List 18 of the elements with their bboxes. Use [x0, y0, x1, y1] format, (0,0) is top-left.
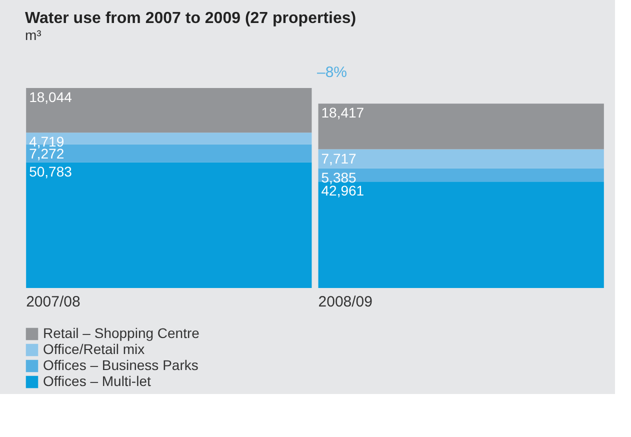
legend-label: Offices – Business Parks: [43, 357, 198, 373]
bar: [318, 104, 604, 150]
data-label: 7,717: [321, 150, 357, 166]
data-label: 18,044: [29, 89, 72, 105]
chart-title: Water use from 2007 to 2009 (27 properties): [25, 10, 356, 27]
bar: [318, 149, 604, 168]
bar: [26, 88, 312, 133]
x-tick-label: 2007/08: [26, 294, 80, 310]
legend-label: Office/Retail mix: [43, 341, 145, 357]
data-label: 18,417: [321, 104, 364, 121]
legend-label: Retail – Shopping Centre: [43, 325, 200, 341]
text: –8%: [317, 64, 348, 81]
y-axis-title: m³: [25, 27, 42, 43]
data-label: 5,385: [321, 169, 357, 186]
data-label: 50,783: [29, 163, 72, 180]
bar: [26, 162, 312, 288]
x-tick-label: 2008/09: [318, 294, 373, 310]
legend-label: Offices – Multi-let: [43, 373, 151, 389]
